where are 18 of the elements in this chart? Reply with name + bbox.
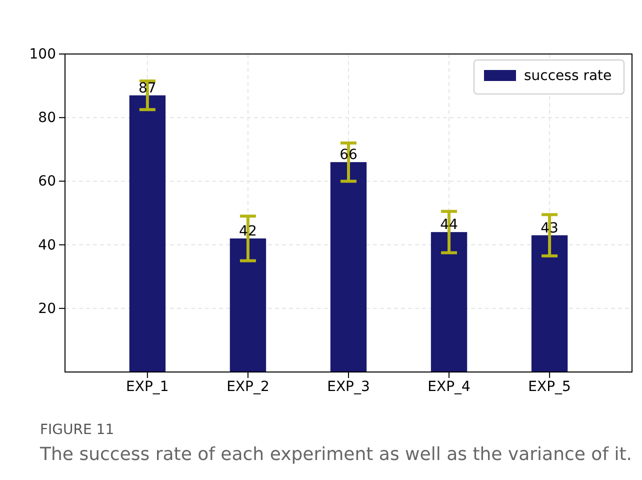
bar (330, 162, 367, 372)
bar (531, 235, 568, 372)
y-tick-label: 20 (38, 300, 56, 317)
bar (230, 238, 266, 372)
x-tick-label: EXP_2 (226, 378, 270, 395)
y-tick-label: 40 (38, 237, 56, 254)
y-tick-label: 60 (38, 174, 56, 190)
caption: FIGURE 11 (40, 422, 114, 438)
y-tick-label: 100 (29, 46, 56, 62)
x-tick-label: EXP_1 (126, 378, 169, 395)
x-tick-label: EXP_3 (327, 378, 370, 395)
text: The success rate of each experiment as well as the variance of it. (39, 444, 632, 465)
bar (129, 95, 166, 372)
y-tick-label: 80 (38, 110, 56, 126)
legend-label: success rate (524, 68, 612, 84)
x-tick-label: EXP_4 (428, 378, 471, 395)
x-tick-label: EXP_5 (528, 378, 571, 395)
bar (430, 232, 468, 372)
